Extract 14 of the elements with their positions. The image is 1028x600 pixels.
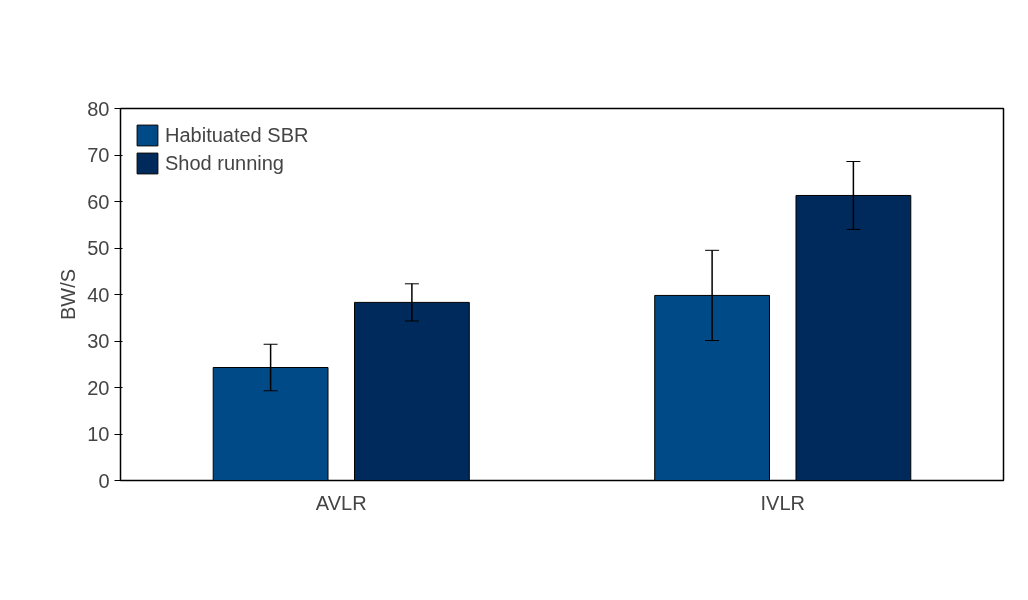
y-tick-label: 80	[87, 97, 110, 120]
y-tick-label: 60	[87, 190, 110, 213]
y-tick-label: 40	[87, 283, 110, 306]
x-tick-label: AVLR	[315, 491, 367, 514]
y-tick-label: 10	[87, 423, 110, 445]
legend-label: Habituated SBR	[165, 123, 309, 147]
y-tick-label: 50	[87, 237, 110, 259]
y-tick-label: 20	[87, 376, 110, 399]
y-tick-label: 0	[98, 469, 110, 492]
y-tick-label: 30	[87, 330, 110, 352]
x-tick-label: IVLR	[760, 491, 805, 514]
y-tick-label: 70	[87, 144, 110, 166]
y-axis-title: BW/S	[57, 268, 80, 321]
legend-label: Shod running	[165, 151, 284, 175]
